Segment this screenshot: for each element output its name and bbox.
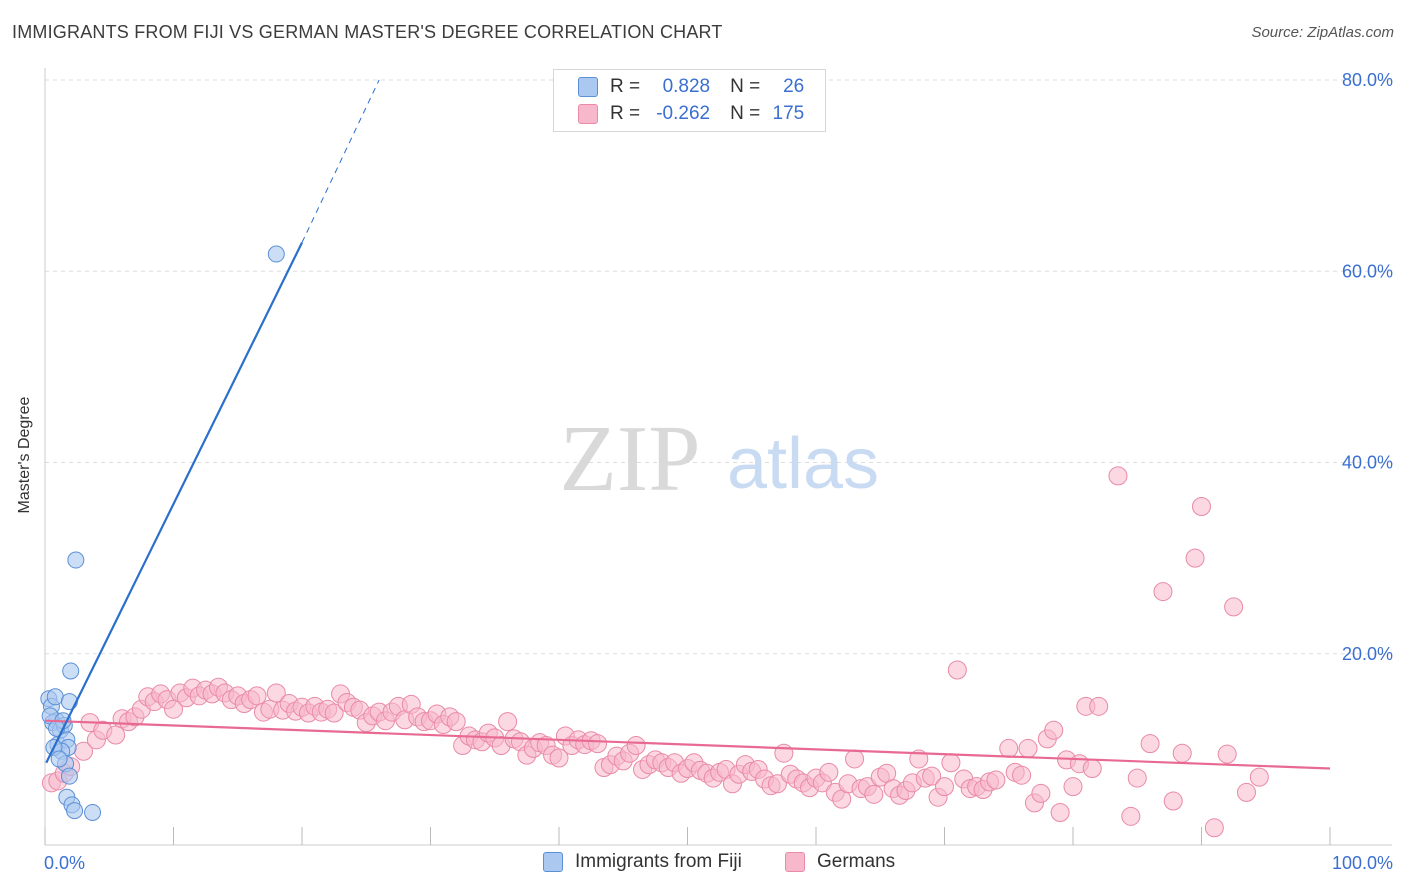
german-point-89 [626, 736, 646, 756]
german-point-146 [999, 738, 1019, 758]
german-point-168 [1185, 548, 1205, 568]
y-axis-label: Master's Degree [16, 396, 33, 514]
watermark: ZIP atlas [560, 407, 880, 511]
german-point-61 [446, 712, 466, 732]
german-point-8 [106, 725, 126, 745]
german-point-159 [1082, 759, 1102, 778]
german-point-123 [845, 749, 865, 769]
german-point-145 [986, 770, 1006, 790]
legend-fiji-n-value: 26 [783, 76, 805, 97]
source-credit: Source: ZipAtlas.com [1251, 24, 1394, 41]
german-point-171 [1217, 744, 1237, 764]
watermark-atlas: atlas [727, 424, 879, 504]
legend-fiji-r-label: R = [610, 76, 641, 97]
y-tick-label-0: 20.0% [1342, 644, 1393, 664]
german-point-83 [588, 734, 608, 754]
x-tick-label-1: 100.0% [1332, 853, 1393, 873]
fiji-point-23 [84, 803, 102, 821]
german-point-69 [498, 712, 518, 732]
german-point-33 [266, 683, 286, 703]
german-point-167 [1172, 743, 1192, 763]
german-swatch [578, 104, 598, 124]
german-point-164 [1140, 734, 1160, 754]
grid-layer [45, 79, 1392, 655]
german-point-119 [819, 762, 839, 782]
correlation-legend: R = 0.828 N = 26 R = -0.262 N = 175 [553, 69, 826, 132]
german-point-149 [1018, 738, 1038, 758]
fiji-point-16 [267, 245, 285, 263]
german-point-30 [247, 686, 267, 706]
german-point-151 [1031, 783, 1051, 803]
legend-german-r-label: R = [610, 103, 641, 124]
german-point-156 [1063, 777, 1083, 797]
german-point-111 [767, 774, 787, 794]
bottom-german-swatch [785, 852, 805, 872]
bottom-german-label: Germans [817, 851, 896, 872]
german-point-163 [1127, 768, 1147, 788]
german-point-173 [1236, 782, 1256, 802]
german-point-160 [1089, 696, 1109, 716]
fiji-trend-line [45, 242, 303, 764]
german-point-139 [947, 660, 967, 680]
german-point-138 [941, 753, 961, 773]
fiji-swatch [578, 77, 598, 97]
legend-fiji-n-label: N = [730, 76, 761, 97]
german-point-17 [164, 699, 183, 719]
y-tick-label-2: 60.0% [1342, 261, 1393, 281]
fiji-point-13 [60, 693, 78, 711]
german-point-166 [1163, 791, 1183, 811]
german-point-148 [1012, 765, 1032, 785]
german-point-174 [1249, 767, 1269, 787]
german-point-170 [1204, 818, 1224, 838]
bottom-legend-fiji: Immigrants from Fiji [543, 851, 742, 873]
german-point-172 [1224, 597, 1244, 617]
german-point-154 [1050, 802, 1070, 822]
bottom-fiji-label: Immigrants from Fiji [575, 851, 742, 872]
y-tick-label-3: 80.0% [1342, 70, 1393, 90]
legend-row-fiji: R = 0.828 N = 26 [554, 74, 804, 100]
german-trend-line [44, 719, 1331, 770]
legend-german-r-value: -0.262 [656, 103, 711, 124]
fiji-point-15 [67, 551, 85, 569]
german-point-169 [1192, 496, 1211, 516]
chart-title: IMMIGRANTS FROM FIJI VS GERMAN MASTER'S … [12, 22, 723, 42]
tick-label-layer: 20.0% 40.0% 60.0% 80.0% 0.0% 100.0% [44, 70, 1393, 873]
legend-german-n-value: 175 [772, 103, 805, 124]
german-point-77 [549, 748, 569, 768]
legend-row-germans: R = -0.262 N = 175 [554, 101, 804, 127]
german-point-135 [922, 766, 942, 786]
fiji-point-22 [66, 802, 84, 820]
fiji-point-18 [50, 750, 68, 768]
german-point-137 [935, 777, 954, 797]
x-tick-label-0: 0.0% [44, 853, 85, 873]
german-point-162 [1121, 806, 1141, 826]
german-point-165 [1153, 582, 1173, 602]
bottom-legend-germans: Germans [785, 851, 895, 873]
fiji-trend-extension [301, 79, 380, 243]
german-point-153 [1044, 720, 1064, 740]
legend-german-n-label: N = [730, 103, 761, 124]
german-point-161 [1108, 466, 1128, 486]
fiji-point-14 [62, 662, 80, 680]
bottom-fiji-swatch [543, 852, 563, 872]
german-point-42 [324, 703, 344, 723]
fiji-point-2 [46, 688, 64, 706]
watermark-zip: ZIP [560, 407, 701, 511]
y-tick-label-1: 40.0% [1342, 453, 1393, 473]
german-point-126 [864, 784, 884, 804]
trend-layer [44, 79, 1331, 770]
fiji-points [40, 245, 285, 821]
fiji-point-19 [60, 767, 78, 785]
legend-fiji-r-value: 0.828 [662, 76, 711, 97]
german-points [41, 466, 1269, 838]
